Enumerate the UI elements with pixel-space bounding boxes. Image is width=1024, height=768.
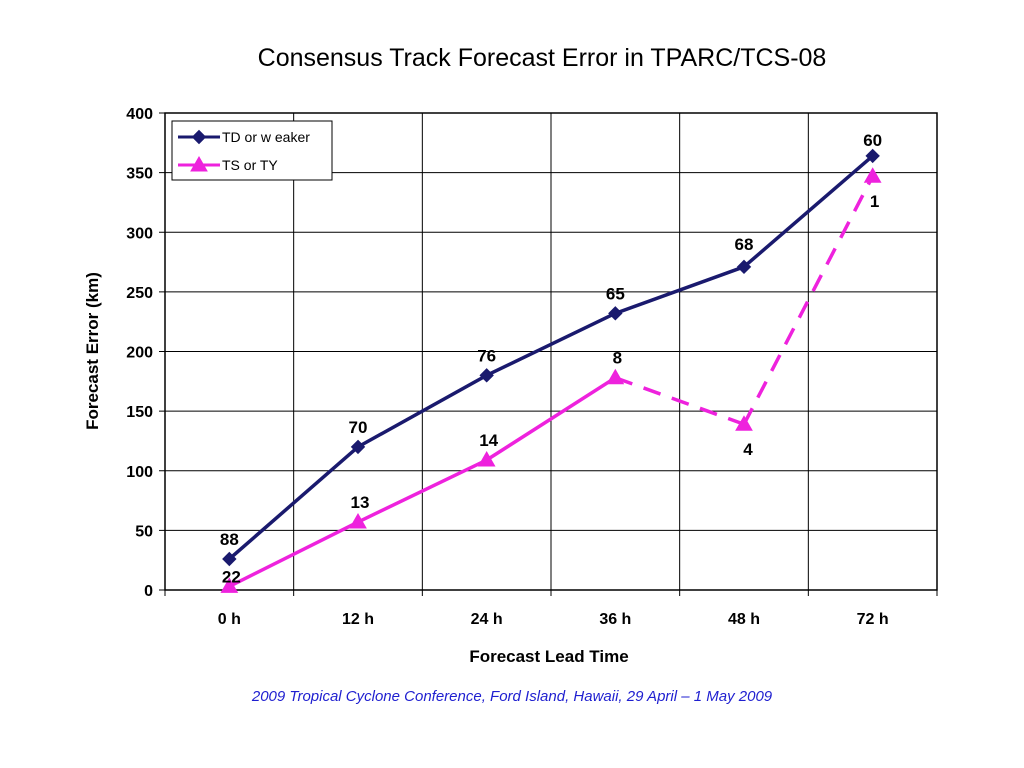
- legend-label: TD or w eaker: [222, 129, 310, 145]
- series-segment: [742, 175, 875, 426]
- data-point: [222, 551, 237, 567]
- data-labels: 88 70 76 65 68 60 22 13 14 8 4 1: [220, 131, 882, 586]
- data-point: [736, 259, 752, 275]
- data-label: 76: [477, 346, 496, 365]
- series-segment: [485, 311, 617, 377]
- grid: [165, 112, 937, 591]
- x-axis-ticks: 0 h 12 h 24 h 36 h 48 h 72 h: [164, 590, 938, 628]
- data-label: 70: [349, 418, 368, 437]
- series: [220, 148, 882, 593]
- data-label: 13: [351, 493, 370, 512]
- data-label: 4: [743, 440, 753, 459]
- y-tick-label: 300: [126, 225, 153, 242]
- data-label: 65: [606, 284, 625, 303]
- data-point: [479, 368, 494, 383]
- y-tick-label: 400: [126, 106, 153, 123]
- series-segment: [228, 520, 359, 588]
- data-point: [606, 368, 625, 385]
- legend-label: TS or TY: [222, 157, 278, 173]
- x-tick-label: 36 h: [599, 611, 631, 628]
- series-ts-or-ty: [220, 167, 882, 593]
- series-segment: [485, 376, 617, 462]
- data-point: [350, 439, 366, 455]
- data-label: 14: [479, 431, 498, 450]
- series-segment: [228, 445, 360, 561]
- data-label: 1: [870, 192, 879, 211]
- footer-caption: 2009 Tropical Cyclone Conference, Ford I…: [251, 688, 773, 705]
- data-point: [608, 306, 623, 321]
- y-tick-label: 50: [135, 523, 153, 540]
- data-point: [349, 513, 367, 529]
- series-segment: [742, 154, 874, 269]
- y-tick-label: 100: [126, 464, 153, 481]
- data-label: 8: [613, 349, 622, 368]
- data-label: 68: [735, 235, 754, 254]
- y-axis-label: Forecast Error (km): [83, 272, 102, 430]
- series-segment: [357, 373, 488, 449]
- data-point: [735, 415, 753, 431]
- y-axis-ticks: 0 50 100 150 200 250 300 350 400: [126, 106, 165, 600]
- x-tick-label: 0 h: [218, 611, 241, 628]
- data-point: [477, 451, 496, 467]
- chart-title: Consensus Track Forecast Error in TPARC/…: [257, 44, 827, 72]
- x-tick-label: 48 h: [728, 611, 760, 628]
- data-point: [865, 148, 880, 164]
- legend-marker: [191, 129, 207, 145]
- series-td-or-weaker: [222, 148, 880, 567]
- data-label: 88: [220, 530, 239, 549]
- x-tick-label: 72 h: [857, 611, 889, 628]
- data-point: [220, 577, 239, 593]
- series-segment: [614, 376, 745, 426]
- data-label: 60: [863, 131, 882, 150]
- y-tick-label: 350: [126, 166, 153, 183]
- x-tick-label: 12 h: [342, 611, 374, 628]
- legend: TD or w eaker TS or TY: [171, 120, 333, 181]
- y-tick-label: 250: [126, 285, 153, 302]
- data-label: 22: [222, 567, 241, 586]
- legend-marker: [190, 155, 208, 172]
- x-axis-label: Forecast Lead Time: [469, 647, 628, 666]
- y-tick-label: 0: [144, 583, 153, 600]
- x-tick-label: 24 h: [471, 611, 503, 628]
- series-segment: [357, 458, 488, 524]
- y-tick-label: 150: [126, 404, 153, 421]
- y-tick-label: 200: [126, 345, 153, 362]
- data-point: [863, 167, 882, 183]
- series-segment: [614, 265, 745, 315]
